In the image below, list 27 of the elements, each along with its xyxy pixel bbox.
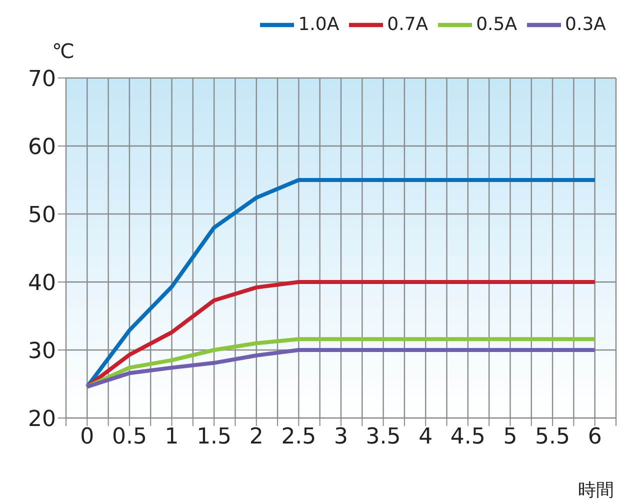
- x-tick-label: 3.5: [366, 424, 401, 450]
- x-tick-label: 5: [503, 424, 518, 450]
- x-tick-label: 0: [80, 424, 94, 450]
- x-tick-label: 5.5: [535, 424, 570, 450]
- y-tick-label: 50: [28, 202, 56, 228]
- line-series: [85, 348, 597, 389]
- x-tick-label: 2.5: [281, 424, 316, 450]
- legend-label: 1.0A: [298, 14, 340, 35]
- y-tick-label: 60: [28, 134, 56, 160]
- x-tick-label: 4: [418, 424, 433, 450]
- x-tick-label: 1: [164, 424, 179, 450]
- x-tick-label: 3: [334, 424, 348, 450]
- x-tick-label: 6: [588, 424, 602, 450]
- line-series: [85, 178, 597, 389]
- x-tick-label: 0.5: [112, 424, 147, 450]
- y-tick-label: 70: [28, 66, 56, 92]
- y-tick-label: 20: [28, 406, 56, 432]
- y-tick-label: 40: [28, 270, 56, 296]
- legend-label: 0.7A: [387, 14, 428, 35]
- legend-label: 0.3A: [565, 14, 606, 35]
- y-axis-title: ℃: [52, 39, 74, 64]
- x-tick-label: 4.5: [450, 424, 486, 450]
- legend-label: 0.5A: [476, 14, 518, 35]
- x-tick-label: 2: [249, 424, 264, 450]
- y-tick-label: 30: [28, 338, 56, 364]
- line-series: [85, 337, 597, 389]
- x-tick-label: 1.5: [196, 424, 232, 450]
